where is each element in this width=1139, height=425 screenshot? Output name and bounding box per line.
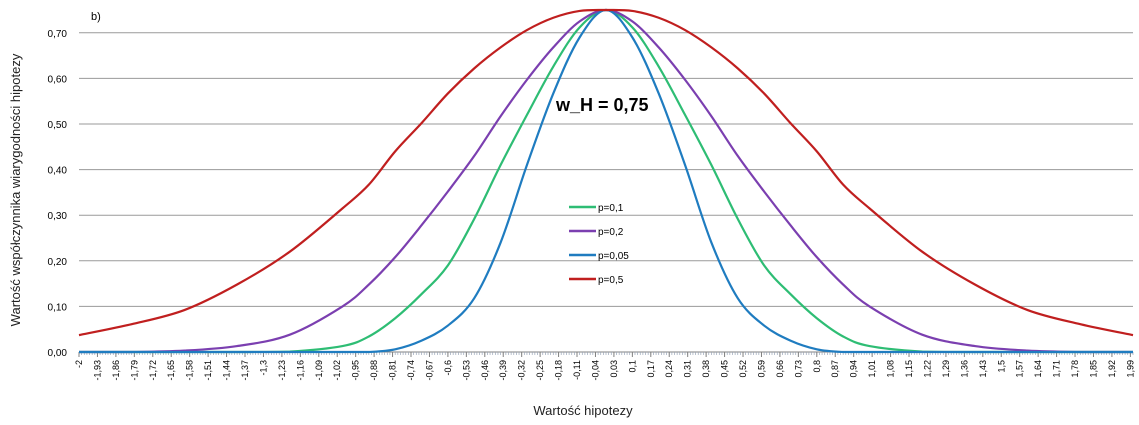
x-tick-label: 0,87 — [830, 360, 840, 378]
x-tick-label: 0,52 — [738, 360, 748, 378]
x-tick-label: -1,37 — [240, 360, 250, 381]
x-tick-label: 0,31 — [683, 360, 693, 378]
x-tick-label: -0,39 — [498, 360, 508, 381]
x-tick-label: 0,03 — [609, 360, 619, 378]
y-tick-labels: 0,00 0,10 0,20 0,30 0,40 0,50 0,60 0,70 — [48, 29, 68, 359]
x-tick-label: -1,58 — [185, 360, 195, 381]
series-line-p-0-5 — [78, 8, 1134, 337]
x-tick-labels: -2 -1,93 -1,86 -1,79 -1,72 -1,65 -1,58 -1,51 -1,… — [74, 360, 1135, 381]
x-tick-label: 1,22 — [922, 360, 932, 378]
x-tick-label: 1,71 — [1052, 360, 1062, 378]
x-tick-label: -0,53 — [461, 360, 471, 381]
x-tick-label: 1,57 — [1015, 360, 1025, 378]
x-tick-label: -0,25 — [535, 360, 545, 381]
x-tick-label: -1,51 — [203, 360, 213, 381]
x-tick-label: -0,46 — [480, 360, 490, 381]
y-tick-label: 0,20 — [48, 257, 68, 268]
x-tick-label: 1,08 — [886, 360, 896, 378]
y-tick-label: 0,10 — [48, 302, 68, 313]
x-tick-label: -1,3 — [258, 360, 268, 376]
x-tick-label: -0,11 — [572, 360, 582, 380]
x-tick-label: 0,73 — [793, 360, 803, 378]
x-tick-label: -1,44 — [222, 360, 232, 381]
y-tick-label: 0,40 — [48, 166, 68, 177]
series-lines — [78, 8, 1134, 354]
annotation-label: w_H = 0,75 — [555, 95, 649, 115]
x-tick-label: 0,59 — [756, 360, 766, 378]
x-tick-label: -1,86 — [111, 360, 121, 381]
x-tick-label: 1,64 — [1033, 360, 1043, 378]
x-tick-label: -1,72 — [148, 360, 158, 381]
panel-label: b) — [91, 11, 101, 23]
y-tick-label: 0,70 — [48, 29, 68, 40]
x-tick-label: -0,67 — [424, 360, 434, 381]
y-tick-label: 0,00 — [48, 348, 68, 359]
x-tick-label: -0,88 — [369, 360, 379, 381]
x-tick-label: 1,29 — [941, 360, 951, 378]
x-tick-label: 1,85 — [1088, 360, 1098, 378]
x-tick-label: -1,09 — [314, 360, 324, 381]
x-tick-label: 0,66 — [775, 360, 785, 378]
x-tick-label: -0,32 — [517, 360, 527, 381]
x-tick-label: 0,94 — [849, 360, 859, 378]
x-tick-label: -0,81 — [388, 360, 398, 381]
x-tick-label: -1,79 — [129, 360, 139, 381]
legend-label: p=0,5 — [598, 275, 624, 286]
x-tick-label: 1,78 — [1070, 360, 1080, 378]
x-tick-label: -0,6 — [443, 360, 453, 376]
y-tick-label: 0,30 — [48, 211, 68, 222]
x-tick-label: -0,74 — [406, 360, 416, 381]
legend-label: p=0,2 — [598, 227, 624, 238]
x-tick-label: -1,02 — [332, 360, 342, 381]
x-tick-label: -2 — [74, 360, 84, 368]
x-tick-label: 0,17 — [646, 360, 656, 378]
y-tick-label: 0,50 — [48, 120, 68, 131]
y-axis-title: Wartość współczynnika wiarygodności hipo… — [8, 53, 23, 326]
x-tick-label: -0,18 — [554, 360, 564, 381]
x-tick-label: 0,24 — [664, 360, 674, 378]
x-tick-label: 1,36 — [959, 360, 969, 378]
legend-label: p=0,05 — [598, 251, 629, 262]
x-tick-label: -1,65 — [166, 360, 176, 381]
x-tick-label: -0,95 — [351, 360, 361, 381]
x-tick-label: 1,43 — [978, 360, 988, 378]
legend: p=0,1 p=0,2 p=0,05 p=0,5 — [569, 203, 629, 286]
x-tick-label: 1,99 — [1125, 360, 1135, 378]
legend-label: p=0,1 — [598, 203, 624, 214]
y-tick-label: 0,60 — [48, 74, 68, 85]
x-tick-label: 0,45 — [720, 360, 730, 378]
x-tick-label: -0,04 — [590, 360, 600, 381]
x-tick-label: -1,16 — [295, 360, 305, 381]
x-tick-label: -1,23 — [277, 360, 287, 381]
x-axis-title: Wartość hipotezy — [533, 403, 633, 418]
x-tick-label: 1,15 — [904, 360, 914, 378]
x-tick-label: 1,5 — [996, 360, 1006, 373]
x-tick-label: -1,93 — [92, 360, 102, 381]
x-tick-label: 1,01 — [867, 360, 877, 378]
x-tick-label: 0,38 — [701, 360, 711, 378]
x-tick-label: 1,92 — [1107, 360, 1117, 378]
x-tick-label: 0,8 — [812, 360, 822, 373]
x-tick-label: 0,1 — [627, 360, 637, 373]
